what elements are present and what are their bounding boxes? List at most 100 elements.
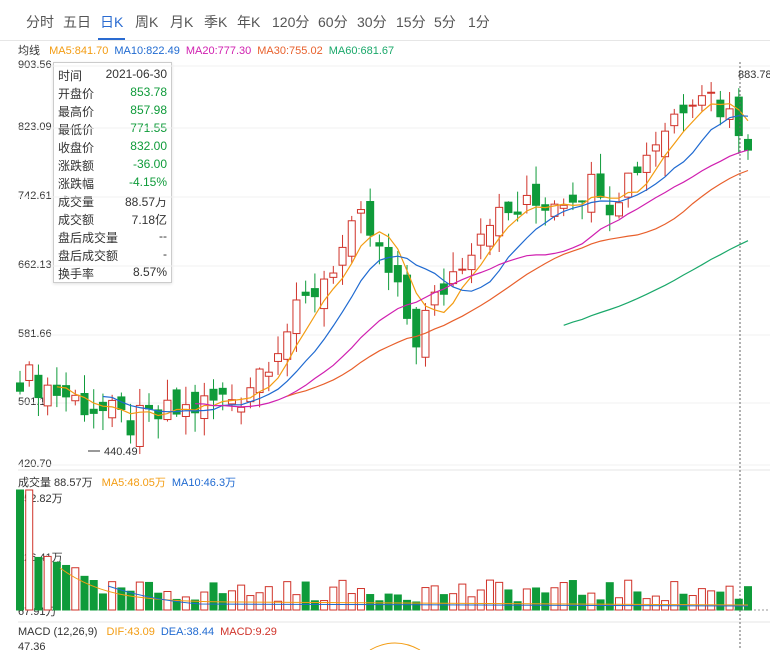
volume-bar (384, 593, 393, 611)
candle (80, 393, 89, 416)
tooltip-row: 盘后成交量 -- (58, 229, 167, 247)
tooltip-row: 成交量 88.57万 (58, 193, 167, 211)
volume-bar (274, 600, 283, 611)
tab-7[interactable]: 120分 (272, 14, 310, 30)
ma-value-4: MA60:681.67 (328, 45, 395, 57)
tab-8[interactable]: 60分 (318, 14, 348, 30)
candle (495, 206, 504, 237)
macd-panel-label: MACD (12,26,9) (18, 626, 98, 638)
volume-bar (596, 599, 605, 611)
tooltip-row: 盘后成交额 - (58, 247, 167, 265)
candle (532, 183, 541, 206)
volume-bar (485, 579, 494, 611)
tab-1[interactable]: 五日 (63, 14, 91, 30)
candle (338, 246, 347, 266)
volume-bar (34, 556, 43, 611)
tab-12[interactable]: 1分 (468, 14, 490, 30)
volume-bar (587, 592, 596, 611)
candle (218, 387, 227, 395)
candle (679, 104, 688, 114)
macd-value-2: MACD:9.29 (220, 626, 277, 638)
volume-bar (71, 567, 80, 611)
vol-ma-value-1: MA10:46.3万 (171, 477, 237, 489)
candle (624, 172, 633, 198)
ma-line-ma60 (563, 240, 749, 326)
tab-11[interactable]: 5分 (434, 14, 456, 30)
tooltip-row: 收盘价 832.00 (58, 139, 167, 157)
tab-6[interactable]: 年K (237, 14, 261, 30)
volume-bar (550, 587, 559, 611)
tab-5[interactable]: 季K (204, 14, 228, 30)
tab-2[interactable]: 日K (98, 10, 126, 40)
tooltip-key: 换手率 (58, 267, 95, 281)
volume-bar (495, 581, 504, 611)
candle (163, 399, 172, 421)
candle (707, 91, 716, 94)
tooltip-value: -- (159, 229, 167, 243)
tab-9[interactable]: 30分 (357, 14, 387, 30)
candle (513, 211, 522, 215)
candle (614, 202, 623, 217)
volume-bar (237, 584, 246, 611)
volume-bar (227, 590, 236, 611)
candle (16, 382, 24, 392)
candle (34, 374, 43, 399)
price-y-label-6: 420.70 (18, 458, 52, 470)
candle (716, 99, 725, 118)
volume-bar (476, 589, 485, 611)
candle (274, 353, 283, 362)
volume-bar (301, 581, 310, 611)
high-price-marker: 883.78 (738, 69, 770, 81)
volume-bar (209, 582, 218, 611)
volume-bar (504, 589, 513, 611)
volume-bar (541, 592, 550, 611)
volume-bar (679, 593, 688, 611)
ma-line-ma30 (287, 169, 749, 397)
candle (476, 233, 485, 246)
volume-bar (421, 587, 430, 611)
price-y-label-2: 742.61 (18, 190, 52, 202)
candle (449, 271, 458, 285)
macd-dif-line (369, 642, 421, 650)
tooltip-key: 成交量 (58, 195, 95, 209)
volume-bar (697, 588, 706, 611)
volume-bar (568, 580, 577, 611)
candle (725, 108, 734, 120)
period-tabs: 分时 五日 日K 周K 月K 季K 年K 120分 60分 30分 15分 5分 1分 (0, 0, 770, 41)
candle (633, 166, 642, 174)
volume-bar (338, 579, 347, 611)
volume-bar (43, 555, 52, 611)
volume-bar (283, 581, 292, 611)
tab-10[interactable]: 15分 (396, 14, 426, 30)
tooltip-row: 开盘价 853.78 (58, 85, 167, 103)
volume-bar (605, 582, 614, 611)
candle (559, 204, 568, 209)
volume-bar (688, 595, 697, 611)
macd-legend: MACD (12,26,9) DIF:43.09 DEA:38.44 MACD:9.… (18, 626, 289, 638)
volume-bar (62, 564, 71, 611)
price-y-label-5: 501.18 (18, 396, 52, 408)
low-price-marker: 440.49 (104, 446, 138, 458)
candle (467, 254, 476, 271)
tab-4[interactable]: 月K (170, 14, 194, 30)
tab-0[interactable]: 分时 (26, 14, 54, 30)
volume-bar (108, 581, 117, 611)
candle (135, 404, 144, 447)
candle (89, 408, 98, 414)
candle (504, 201, 513, 214)
volume-bar (25, 489, 34, 611)
vol-ma10-line (107, 585, 749, 607)
candle (384, 246, 393, 273)
volume-bar (449, 593, 458, 611)
volume-bar (651, 595, 660, 611)
tab-3[interactable]: 周K (135, 14, 159, 30)
tooltip-row: 最高价 857.98 (58, 103, 167, 121)
volume-bar (154, 592, 163, 611)
price-ma-legend: 均线 MA5:841.70 MA10:822.49 MA20:777.30 MA30:… (18, 42, 406, 58)
macd-value-0: DIF:43.09 (106, 626, 155, 638)
candle (126, 420, 135, 436)
vol-ma-value-0: MA5:48.05万 (101, 477, 166, 489)
volume-bar (52, 561, 61, 611)
price-y-label-4: 581.66 (18, 328, 52, 340)
